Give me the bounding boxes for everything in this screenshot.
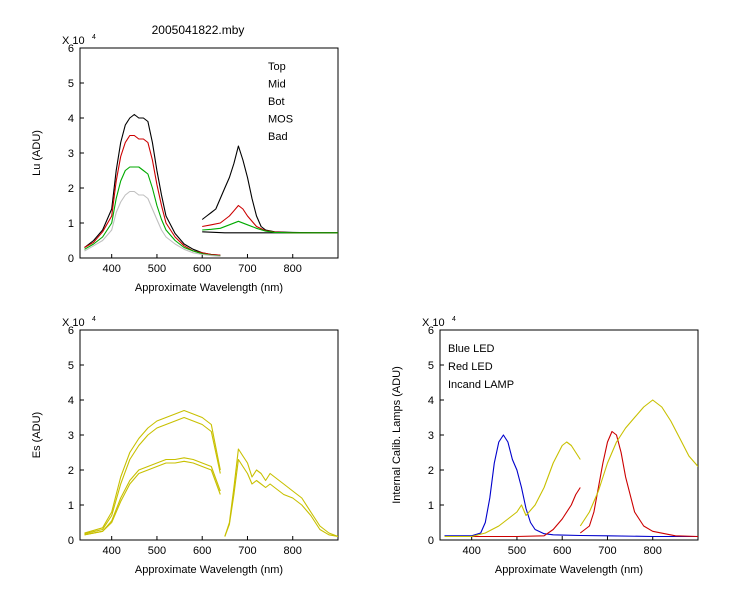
y-tick-label: 4 bbox=[68, 113, 74, 125]
plot-frame bbox=[79, 329, 339, 541]
x-tick-label: 700 bbox=[598, 545, 616, 557]
x-tick-label: 800 bbox=[284, 545, 302, 557]
series-group bbox=[84, 113, 338, 257]
figure-title: 2005041822.mby bbox=[152, 23, 245, 37]
x-axis-label: Approximate Wavelength (nm) bbox=[135, 282, 283, 294]
legend-entry: Incand LAMP bbox=[448, 379, 514, 391]
exponent-label: X 10 bbox=[62, 317, 85, 329]
y-tick-label: 5 bbox=[68, 360, 74, 372]
series-line-bot-0 bbox=[84, 166, 221, 257]
y-tick-label: 1 bbox=[68, 218, 74, 230]
legend-entry: Bad bbox=[268, 131, 288, 143]
y-tick-label: 0 bbox=[428, 535, 434, 547]
legend-entry: MOS bbox=[268, 114, 293, 126]
series-line-incand-lamp-1 bbox=[579, 399, 698, 527]
chart-lu: 0 1 2 3 4 5 6 400 500 600 700 800 X 10 4 Approximate W… bbox=[31, 34, 339, 294]
x-tick-label: 400 bbox=[103, 263, 121, 275]
legend-entry: Bot bbox=[268, 96, 285, 108]
series-line-blue-led-0 bbox=[444, 434, 698, 538]
x-axis-label: Approximate Wavelength (nm) bbox=[495, 564, 643, 576]
y-tick-label: 2 bbox=[68, 465, 74, 477]
series-line-es-1 bbox=[84, 416, 221, 535]
y-axis-label: Es (ADU) bbox=[31, 412, 43, 458]
series-line-incand-lamp-0 bbox=[444, 441, 581, 538]
series-line-es-0 bbox=[84, 409, 221, 534]
y-tick-label: 1 bbox=[68, 500, 74, 512]
series-group bbox=[84, 409, 338, 538]
series-line-bot-1 bbox=[202, 220, 338, 234]
y-tick-label: 3 bbox=[428, 430, 434, 442]
exponent-superscript: 4 bbox=[92, 34, 96, 41]
x-tick-label: 500 bbox=[148, 545, 166, 557]
exponent-label: X 10 bbox=[62, 35, 85, 47]
series-line-es-4 bbox=[224, 448, 338, 538]
x-tick-label: 600 bbox=[193, 263, 211, 275]
x-tick-label: 600 bbox=[193, 545, 211, 557]
series-line-es-2 bbox=[84, 457, 221, 536]
x-tick-label: 400 bbox=[103, 545, 121, 557]
y-axis-label: Internal Calib. Lamps (ADU) bbox=[391, 366, 403, 504]
y-tick-label: 4 bbox=[428, 395, 434, 407]
series-line-red-led-0 bbox=[444, 487, 581, 538]
x-axis-label: Approximate Wavelength (nm) bbox=[135, 564, 283, 576]
x-tick-label: 400 bbox=[463, 545, 481, 557]
y-tick-label: 5 bbox=[68, 78, 74, 90]
x-tick-label: 700 bbox=[238, 263, 256, 275]
series-line-mid-0 bbox=[84, 134, 221, 256]
series-line-es-3 bbox=[84, 460, 221, 536]
series-line-top-1 bbox=[201, 145, 338, 234]
series-line-red-led-1 bbox=[579, 430, 698, 538]
chart-es: 0 1 2 3 4 5 6 400 500 600 700 800 X 10 4 Approximate W… bbox=[31, 316, 339, 576]
y-tick-label: 4 bbox=[68, 395, 74, 407]
y-tick-label: 6 bbox=[68, 43, 74, 55]
legend-entry: Red LED bbox=[448, 361, 493, 373]
y-tick-label: 6 bbox=[428, 325, 434, 337]
chart-lamps: 0 1 2 3 4 5 6 400 500 600 700 800 X 10 4 Approximate W… bbox=[391, 316, 699, 576]
x-tick-label: 600 bbox=[553, 545, 571, 557]
y-tick-label: 0 bbox=[68, 253, 74, 265]
exponent-superscript: 4 bbox=[452, 316, 456, 323]
y-tick-label: 3 bbox=[68, 148, 74, 160]
x-tick-label: 800 bbox=[644, 545, 662, 557]
y-tick-label: 2 bbox=[428, 465, 434, 477]
x-tick-label: 700 bbox=[238, 545, 256, 557]
exponent-label: X 10 bbox=[422, 317, 445, 329]
legend-entry: Top bbox=[268, 61, 286, 73]
y-tick-label: 0 bbox=[68, 535, 74, 547]
y-tick-label: 6 bbox=[68, 325, 74, 337]
y-tick-label: 2 bbox=[68, 183, 74, 195]
y-tick-label: 3 bbox=[68, 430, 74, 442]
legend-entry: Blue LED bbox=[448, 343, 495, 355]
x-tick-label: 500 bbox=[508, 545, 526, 557]
exponent-superscript: 4 bbox=[92, 316, 96, 323]
x-tick-label: 800 bbox=[284, 263, 302, 275]
series-line-es-5 bbox=[224, 458, 338, 538]
legend-entry: Mid bbox=[268, 79, 286, 91]
y-tick-label: 1 bbox=[428, 500, 434, 512]
series-line-bad-0 bbox=[84, 190, 221, 257]
y-tick-label: 5 bbox=[428, 360, 434, 372]
y-axis-label: Lu (ADU) bbox=[31, 130, 43, 176]
series-group bbox=[444, 399, 698, 538]
series-line-mid-1 bbox=[202, 204, 338, 234]
series-line-top-0 bbox=[84, 113, 221, 256]
x-tick-label: 500 bbox=[148, 263, 166, 275]
